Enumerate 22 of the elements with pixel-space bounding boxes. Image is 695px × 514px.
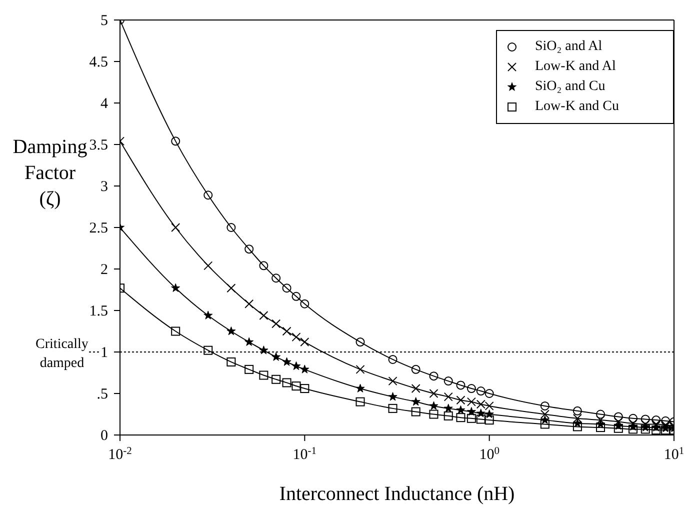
legend-label: SiO₂ and Al bbox=[535, 39, 602, 55]
y-tick-label: 0 bbox=[100, 428, 108, 444]
y-tick-label: 5 bbox=[100, 13, 108, 29]
legend-label: SiO₂ and Cu bbox=[535, 79, 606, 95]
legend-label: Low-K and Al bbox=[535, 59, 616, 75]
legend-label: Low-K and Cu bbox=[535, 99, 619, 115]
ref-line-label: Critically damped bbox=[36, 337, 88, 371]
x-tick-label: 10$^{-2}$ bbox=[108, 446, 132, 463]
y-tick-label: 1 bbox=[100, 345, 108, 361]
x-tick-label: 10$^{1}$ bbox=[664, 446, 684, 463]
y-tick-label: 1.5 bbox=[89, 304, 108, 320]
x-tick-label: 10$^{-1}$ bbox=[292, 446, 317, 463]
y-axis-title: Damping Factor (ζ) bbox=[12, 136, 88, 212]
y-tick-label: 3.5 bbox=[89, 138, 108, 154]
x-axis-title: Interconnect Inductance (nH) bbox=[279, 483, 515, 505]
x-tick-label: 10$^{0}$ bbox=[479, 446, 500, 463]
y-tick-label: 2.5 bbox=[89, 220, 108, 236]
y-tick-label: 4 bbox=[100, 96, 108, 112]
y-tick-label: 2 bbox=[100, 262, 108, 278]
y-tick-label: 4.5 bbox=[89, 54, 108, 70]
y-tick-label: 3 bbox=[100, 179, 108, 195]
y-tick-label: .5 bbox=[96, 386, 108, 402]
